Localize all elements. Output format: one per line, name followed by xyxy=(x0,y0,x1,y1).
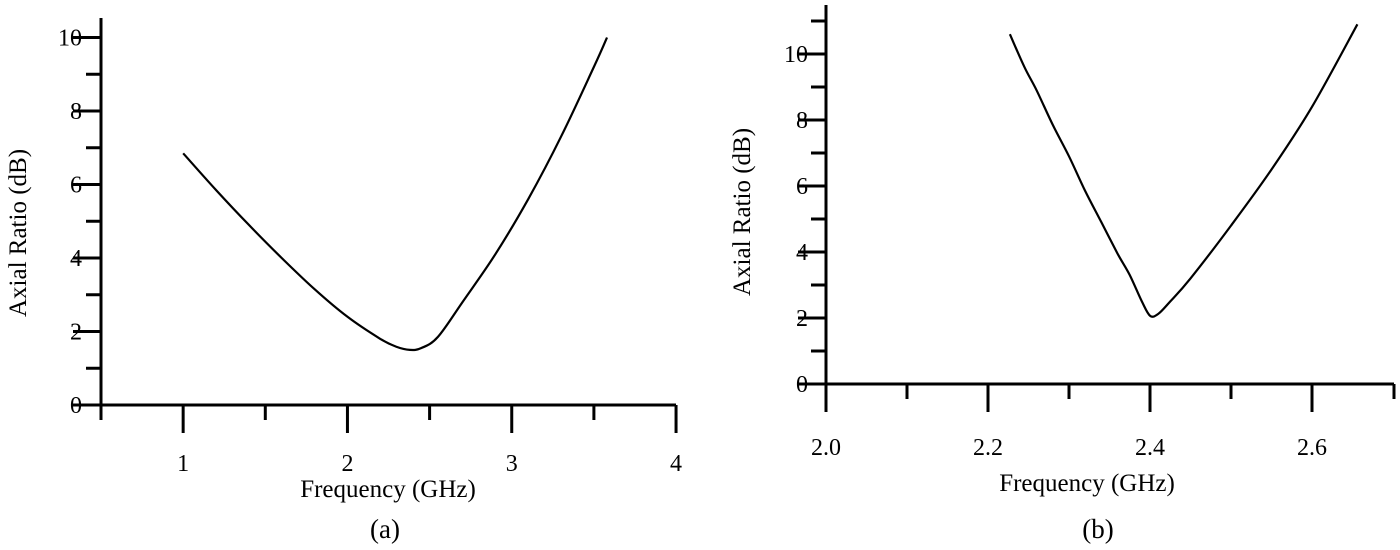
x-axis-title-a: Frequency (GHz) xyxy=(300,476,476,503)
y-axis-a: 0246810 xyxy=(58,18,103,419)
axial-ratio-curve-b xyxy=(1008,23,1359,318)
y-tick-label: 8 xyxy=(796,108,808,134)
x-tick-label: 2.2 xyxy=(973,435,1003,461)
y-axis-title-a: Axial Ratio (dB) xyxy=(5,149,32,317)
panel-label-b: (b) xyxy=(1082,514,1113,544)
x-tick-label: 2.0 xyxy=(811,435,841,461)
y-tick-label: 10 xyxy=(784,42,808,68)
x-tick-label: 1 xyxy=(177,451,189,477)
x-axis-title-b: Frequency (GHz) xyxy=(999,470,1175,497)
x-tick-label: 2.4 xyxy=(1135,435,1165,461)
y-tick-label: 10 xyxy=(58,26,82,52)
x-tick-label: 4 xyxy=(670,451,682,477)
y-tick-label: 4 xyxy=(796,240,808,266)
y-axis-title-b: Axial Ratio (dB) xyxy=(729,128,756,296)
x-axis-b: 2.0 2.2 2.4 2.6 xyxy=(798,382,1396,461)
chart-panel-b: 0246810 2.02.22.42.6 Axial Ratio (dB) Fr… xyxy=(729,5,1396,544)
panel-label-a: (a) xyxy=(370,514,400,544)
x-tick-label: 2.6 xyxy=(1297,435,1327,461)
y-tick-label: 2 xyxy=(796,306,808,332)
y-tick-label: 6 xyxy=(796,174,808,200)
y-tick-label: 6 xyxy=(70,173,82,199)
y-tick-label: 2 xyxy=(70,320,82,346)
y-tick-label: 8 xyxy=(70,99,82,125)
x-tick-label: 3 xyxy=(506,451,518,477)
axial-ratio-curve-a xyxy=(182,37,609,352)
y-axis-b: 0246810 xyxy=(784,5,828,398)
x-axis-a: 1 2 3 4 xyxy=(73,403,682,477)
y-tick-label: 4 xyxy=(70,246,82,272)
x-tick-label: 2 xyxy=(341,451,353,477)
